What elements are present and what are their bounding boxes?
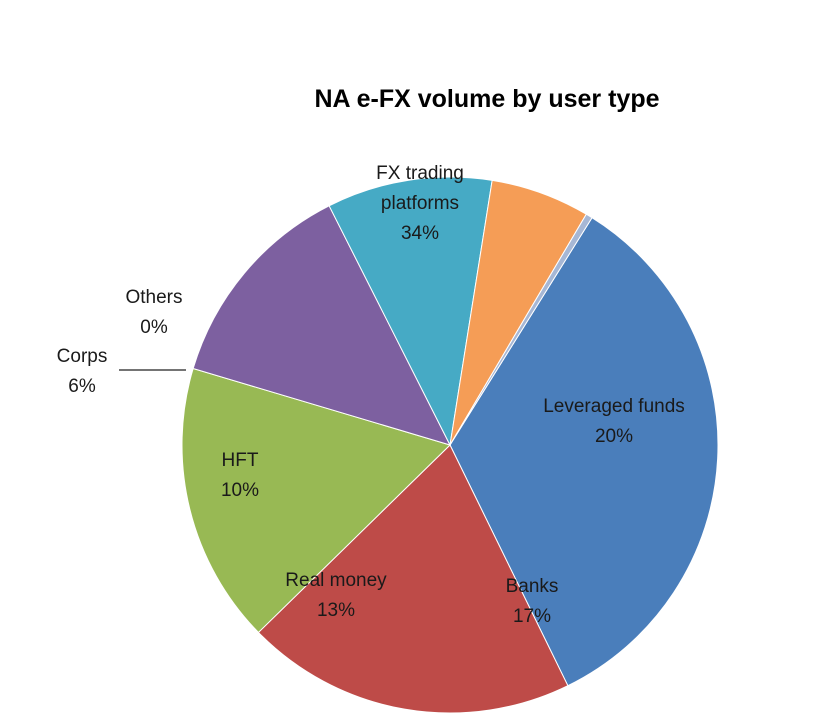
pie-slice-real-money [192, 205, 451, 446]
data-label-fx-trading-line-1: FX trading [376, 163, 464, 184]
data-label-hft-line-2: 10% [221, 480, 259, 501]
pie-slice-fx-trading-platforms [449, 217, 719, 687]
data-label-fx-trading-line-2: platforms [381, 193, 459, 214]
chart-title: NA e-FX volume by user type [315, 85, 660, 113]
data-label-hft-line-1: HFT [222, 450, 259, 471]
data-label-real-money-line-1: Real money [285, 570, 387, 591]
pie-labels: FX trading platforms 34% Leveraged funds 20%… [57, 163, 685, 627]
data-label-leveraged-funds-line-1: Leveraged funds [543, 396, 685, 417]
pie-slice-hft [328, 176, 493, 447]
data-label-leveraged-funds-line-2: 20% [595, 426, 633, 447]
data-label-others-line-1: Others [125, 287, 182, 308]
data-label-corps-line-1: Corps [57, 346, 108, 367]
data-label-banks-line-1: Banks [506, 576, 559, 597]
pie-slices [181, 176, 719, 714]
data-label-banks-line-2: 17% [513, 606, 551, 627]
data-label-fx-trading-line-3: 34% [401, 223, 439, 244]
data-label-corps-line-2: 6% [68, 376, 96, 397]
pie-slice-leveraged-funds [257, 444, 569, 714]
data-label-others-line-2: 0% [140, 317, 168, 338]
pie-slice-others [449, 213, 593, 446]
pie-slice-banks [181, 367, 451, 634]
data-label-real-money-line-2: 13% [317, 600, 355, 621]
